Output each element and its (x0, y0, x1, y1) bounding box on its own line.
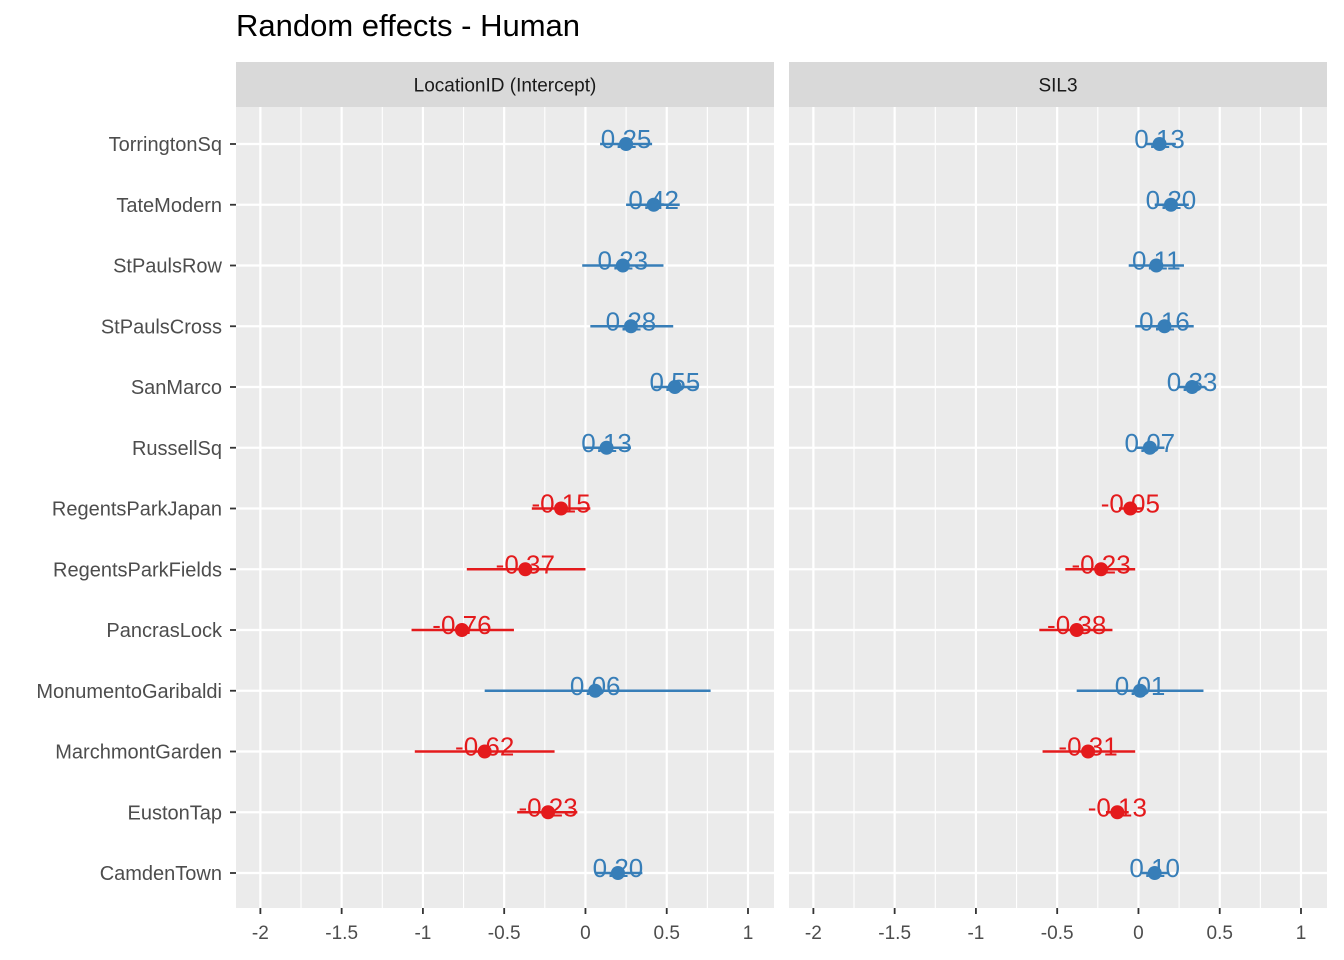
data-label: -0.76 (432, 610, 491, 640)
x-tick-label: -1.5 (878, 923, 911, 944)
data-point (619, 137, 634, 151)
data-point (1133, 683, 1148, 698)
y-tick-label: MarchmontGarden (55, 742, 222, 764)
data-point (667, 380, 682, 394)
y-tick-label: PancrasLock (106, 620, 223, 642)
y-tick-label: StPaulsCross (101, 316, 222, 338)
data-label: 0.07 (1125, 428, 1176, 458)
data-point (1149, 258, 1164, 273)
data-point (1147, 866, 1162, 880)
data-point (615, 258, 630, 273)
data-label: -0.37 (496, 549, 555, 579)
data-label: -0.23 (1071, 549, 1130, 579)
y-tick-label: SanMarco (131, 377, 222, 399)
x-tick-label: 0 (580, 923, 591, 944)
y-tick-label: RegentsParkFields (53, 559, 222, 581)
y-tick-label: TateModern (116, 195, 222, 217)
data-point (518, 562, 533, 577)
x-tick-label: -0.5 (488, 923, 521, 944)
data-point (454, 623, 469, 637)
data-label: 0.10 (1129, 853, 1180, 883)
data-point (477, 744, 492, 759)
data-label: 0.23 (598, 246, 649, 276)
x-tick-label: 0.5 (1207, 923, 1233, 944)
y-tick-label: StPaulsRow (113, 256, 222, 278)
x-tick-label: 1 (1296, 923, 1307, 944)
data-point (623, 319, 638, 334)
strip-label: LocationID (Intercept) (414, 76, 597, 97)
x-tick-label: -1 (414, 923, 431, 944)
data-point (1081, 744, 1096, 759)
strip-label: SIL3 (1038, 76, 1077, 97)
data-label: 0.25 (601, 124, 652, 154)
x-tick-label: -2 (252, 923, 269, 944)
data-label: -0.05 (1101, 489, 1160, 519)
data-point (610, 866, 625, 880)
data-point (554, 501, 569, 516)
x-tick-label: -1.5 (325, 923, 358, 944)
y-tick-label: CamdenTown (100, 863, 222, 885)
data-label: -0.62 (455, 732, 514, 762)
data-label: 0.55 (650, 367, 701, 397)
data-point (1110, 805, 1125, 820)
data-label: 0.01 (1115, 671, 1166, 701)
data-label: 0.13 (1134, 124, 1185, 154)
data-label: 0.20 (1146, 185, 1197, 215)
data-point (599, 440, 614, 455)
strip-background (789, 62, 1327, 107)
x-tick-label: -1 (967, 923, 984, 944)
data-label: -0.38 (1047, 610, 1106, 640)
data-point (1152, 137, 1167, 151)
data-label: 0.11 (1132, 246, 1181, 276)
y-tick-label: MonumentoGaribaldi (36, 681, 222, 703)
y-tick-label: EustonTap (127, 802, 222, 824)
data-label: 0.42 (628, 185, 679, 215)
x-tick-label: 0 (1133, 923, 1144, 944)
data-label: 0.06 (570, 671, 621, 701)
data-label: 0.16 (1139, 306, 1190, 336)
x-tick-label: -2 (805, 923, 822, 944)
y-tick-label: RussellSq (132, 438, 222, 460)
x-tick-label: -0.5 (1041, 923, 1074, 944)
x-tick-label: 1 (743, 923, 754, 944)
data-point (541, 805, 556, 820)
data-point (646, 197, 661, 212)
data-label: 0.20 (593, 853, 644, 883)
x-tick-label: 0.5 (654, 923, 680, 944)
data-label: -0.13 (1088, 792, 1147, 822)
data-label: 0.28 (606, 306, 657, 336)
data-point (1094, 562, 1109, 577)
data-label: -0.15 (531, 489, 590, 519)
data-point (1142, 440, 1157, 455)
y-tick-label: TorringtonSq (109, 134, 222, 156)
data-point (1157, 319, 1172, 334)
data-point (1163, 197, 1178, 212)
data-label: 0.33 (1167, 367, 1218, 397)
chart-title: Random effects - Human (236, 8, 581, 43)
strip-background (236, 62, 774, 107)
data-label: -0.23 (518, 792, 577, 822)
data-point (588, 683, 603, 698)
data-label: 0.13 (581, 428, 632, 458)
data-label: -0.31 (1058, 732, 1117, 762)
data-point (1123, 501, 1138, 516)
data-point (1185, 380, 1200, 394)
data-point (1069, 623, 1084, 637)
y-tick-label: RegentsParkJapan (52, 499, 222, 521)
